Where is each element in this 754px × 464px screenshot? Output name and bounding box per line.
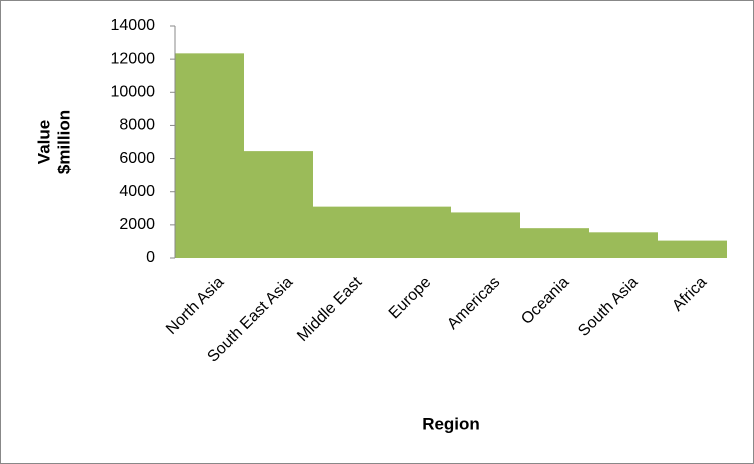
y-tick-label: 4000 bbox=[119, 183, 155, 200]
y-tick-label: 6000 bbox=[119, 150, 155, 167]
y-tick-label: 14000 bbox=[111, 17, 156, 34]
y-tick-label: 0 bbox=[146, 249, 155, 266]
bar bbox=[451, 212, 520, 258]
y-axis-title-line: Value bbox=[34, 120, 53, 164]
y-axis-title-line: $million bbox=[54, 110, 73, 174]
bar bbox=[244, 151, 313, 258]
x-axis-title: Region bbox=[422, 414, 480, 433]
bar bbox=[175, 53, 244, 258]
y-tick-label: 10000 bbox=[111, 84, 156, 101]
y-axis-title: Value $million bbox=[34, 110, 73, 174]
bar bbox=[589, 232, 658, 258]
bar bbox=[658, 240, 727, 258]
bar bbox=[520, 228, 589, 258]
y-tick-label: 8000 bbox=[119, 117, 155, 134]
bar bbox=[382, 206, 451, 258]
y-tick-label: 12000 bbox=[111, 50, 156, 67]
bar bbox=[313, 206, 382, 258]
y-tick-label: 2000 bbox=[119, 216, 155, 233]
